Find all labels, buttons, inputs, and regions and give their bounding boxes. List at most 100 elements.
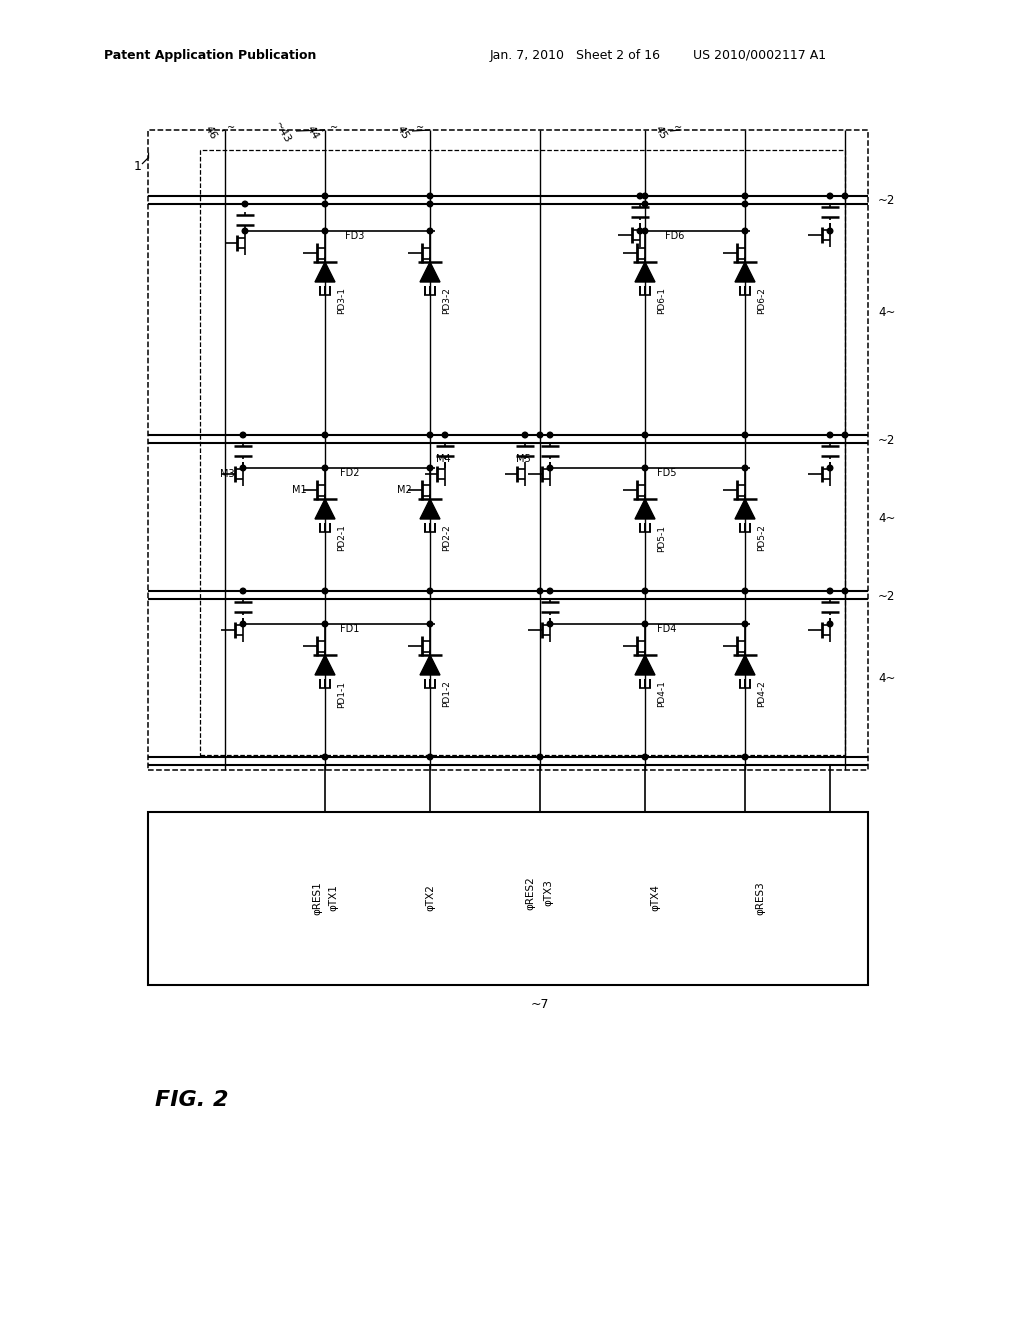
Text: 1: 1 bbox=[134, 161, 142, 173]
Text: PD5-2: PD5-2 bbox=[757, 524, 766, 552]
Circle shape bbox=[323, 465, 328, 471]
Text: 4~: 4~ bbox=[878, 511, 895, 524]
Circle shape bbox=[323, 589, 328, 594]
Text: M1: M1 bbox=[293, 484, 307, 495]
Text: M4: M4 bbox=[435, 454, 451, 465]
Circle shape bbox=[742, 754, 748, 760]
Text: US 2010/0002117 A1: US 2010/0002117 A1 bbox=[693, 49, 826, 62]
Text: 45: 45 bbox=[394, 124, 410, 141]
Circle shape bbox=[427, 432, 433, 438]
Polygon shape bbox=[315, 499, 335, 519]
Text: φTX1: φTX1 bbox=[328, 884, 338, 911]
Polygon shape bbox=[315, 261, 335, 282]
Circle shape bbox=[427, 754, 433, 760]
Circle shape bbox=[742, 589, 748, 594]
Text: 44: 44 bbox=[304, 124, 319, 141]
Text: PD2-1: PD2-1 bbox=[337, 524, 346, 552]
Text: φRES2: φRES2 bbox=[525, 876, 535, 909]
Circle shape bbox=[842, 589, 848, 594]
Circle shape bbox=[642, 465, 648, 471]
Text: PD3-2: PD3-2 bbox=[442, 288, 451, 314]
Circle shape bbox=[642, 228, 648, 234]
Text: ~7: ~7 bbox=[530, 998, 549, 1011]
Text: M5: M5 bbox=[516, 454, 530, 465]
Text: FD1: FD1 bbox=[340, 624, 359, 634]
Circle shape bbox=[637, 228, 643, 234]
Circle shape bbox=[742, 193, 748, 199]
Circle shape bbox=[827, 193, 833, 199]
Text: ~2: ~2 bbox=[878, 194, 895, 206]
Polygon shape bbox=[635, 655, 655, 675]
Circle shape bbox=[243, 228, 248, 234]
Circle shape bbox=[827, 465, 833, 471]
Circle shape bbox=[427, 201, 433, 207]
Text: 4~: 4~ bbox=[878, 306, 895, 319]
Text: M3: M3 bbox=[220, 469, 234, 479]
Text: ~43: ~43 bbox=[271, 120, 292, 145]
Circle shape bbox=[742, 201, 748, 207]
Text: φTX4: φTX4 bbox=[650, 884, 660, 911]
Text: FD2: FD2 bbox=[340, 469, 359, 478]
Circle shape bbox=[442, 432, 447, 438]
Circle shape bbox=[538, 754, 543, 760]
Circle shape bbox=[742, 622, 748, 627]
Text: PD6-2: PD6-2 bbox=[757, 288, 766, 314]
Circle shape bbox=[547, 589, 553, 594]
Circle shape bbox=[241, 622, 246, 627]
Bar bbox=[148, 129, 868, 770]
Circle shape bbox=[427, 589, 433, 594]
Circle shape bbox=[427, 193, 433, 199]
Text: PD4-2: PD4-2 bbox=[757, 681, 766, 708]
Circle shape bbox=[827, 228, 833, 234]
Text: PD6-1: PD6-1 bbox=[657, 288, 666, 314]
Circle shape bbox=[547, 622, 553, 627]
Text: φRES1: φRES1 bbox=[312, 882, 322, 915]
Polygon shape bbox=[635, 261, 655, 282]
Circle shape bbox=[538, 589, 543, 594]
Circle shape bbox=[323, 193, 328, 199]
Circle shape bbox=[323, 432, 328, 438]
Bar bbox=[148, 812, 868, 985]
Text: PD1-1: PD1-1 bbox=[337, 681, 346, 708]
Text: ~2: ~2 bbox=[878, 590, 895, 602]
Polygon shape bbox=[735, 499, 755, 519]
Circle shape bbox=[427, 228, 433, 234]
Text: FD3: FD3 bbox=[345, 231, 365, 242]
Circle shape bbox=[642, 622, 648, 627]
Text: FD5: FD5 bbox=[657, 469, 677, 478]
Text: 46: 46 bbox=[203, 124, 218, 141]
Bar bbox=[200, 150, 845, 755]
Circle shape bbox=[323, 228, 328, 234]
Polygon shape bbox=[735, 655, 755, 675]
Circle shape bbox=[827, 589, 833, 594]
Text: PD3-1: PD3-1 bbox=[337, 288, 346, 314]
Text: φTX3: φTX3 bbox=[543, 879, 553, 907]
Polygon shape bbox=[420, 655, 440, 675]
Circle shape bbox=[642, 754, 648, 760]
Text: 4~: 4~ bbox=[878, 672, 895, 685]
Text: PD1-2: PD1-2 bbox=[442, 681, 451, 708]
Circle shape bbox=[742, 432, 748, 438]
Polygon shape bbox=[735, 261, 755, 282]
Circle shape bbox=[642, 589, 648, 594]
Circle shape bbox=[742, 228, 748, 234]
Circle shape bbox=[827, 432, 833, 438]
Polygon shape bbox=[315, 655, 335, 675]
Text: ~: ~ bbox=[416, 123, 424, 133]
Text: FIG. 2: FIG. 2 bbox=[155, 1090, 228, 1110]
Circle shape bbox=[642, 201, 648, 207]
Circle shape bbox=[842, 432, 848, 438]
Circle shape bbox=[427, 622, 433, 627]
Text: PD4-1: PD4-1 bbox=[657, 681, 666, 708]
Circle shape bbox=[547, 465, 553, 471]
Text: φTX2: φTX2 bbox=[425, 884, 435, 911]
Polygon shape bbox=[420, 261, 440, 282]
Text: PD5-1: PD5-1 bbox=[657, 524, 666, 552]
Text: ~: ~ bbox=[227, 123, 236, 133]
Text: 45: 45 bbox=[652, 124, 668, 141]
Circle shape bbox=[642, 193, 648, 199]
Circle shape bbox=[241, 465, 246, 471]
Text: φRES3: φRES3 bbox=[755, 882, 765, 915]
Circle shape bbox=[642, 432, 648, 438]
Text: Patent Application Publication: Patent Application Publication bbox=[103, 49, 316, 62]
